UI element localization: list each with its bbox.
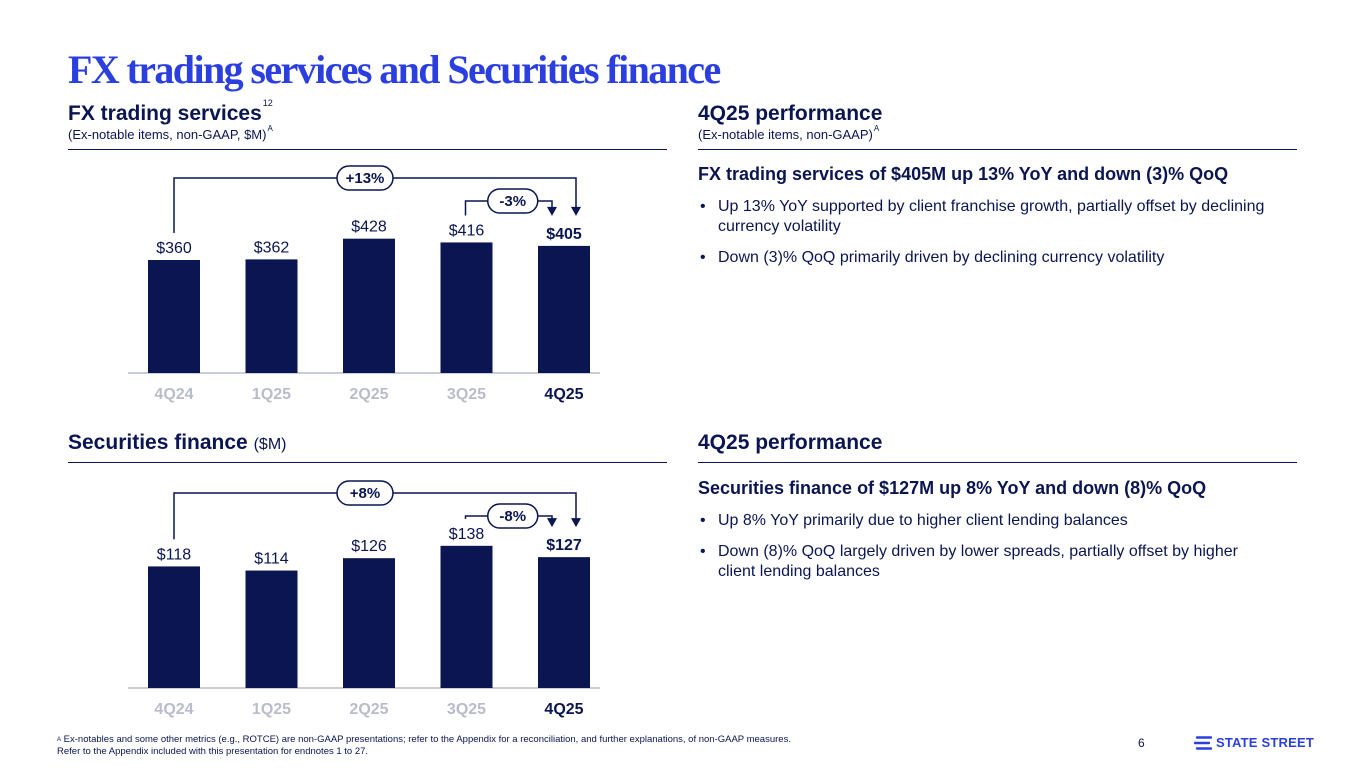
sec-tick-label: 2Q25 bbox=[349, 701, 388, 718]
fx-section-header: FX trading services12 (Ex-notable items,… bbox=[68, 98, 273, 142]
sec-perf-header: 4Q25 performance bbox=[698, 431, 882, 455]
fx-bar-4q24 bbox=[148, 260, 200, 373]
fx-tick-label: 4Q24 bbox=[154, 386, 193, 403]
fx-trading-chart-svg: $360 4Q24 $362 1Q25 $428 2Q25 $416 3Q25 $405 4Q25… bbox=[128, 165, 600, 403]
sec-tick-label: 4Q24 bbox=[154, 701, 193, 718]
fx-perf-rule bbox=[698, 149, 1297, 150]
sec-title-unit: ($M) bbox=[253, 436, 287, 453]
fx-section-rule bbox=[68, 149, 667, 150]
fx-section-subtitle: (Ex-notable items, non-GAAP, $M)A bbox=[68, 124, 273, 142]
fx-bar-4q25 bbox=[538, 245, 590, 373]
sec-perf-bullet: Down (8)% QoQ largely driven by lower sp… bbox=[698, 542, 1278, 582]
sec-tick-label: 1Q25 bbox=[252, 701, 291, 718]
fx-perf-subtitle-text: (Ex-notable items, non-GAAP) bbox=[698, 127, 873, 142]
sec-value-label: $126 bbox=[351, 538, 387, 555]
sec-perf-bullets: Up 8% YoY primarily due to higher client… bbox=[698, 511, 1278, 582]
sec-section-title: Securities finance ($M) bbox=[68, 431, 286, 455]
fx-bar-1q25 bbox=[245, 259, 298, 373]
sec-perf-headline: Securities finance of $127M up 8% YoY an… bbox=[698, 478, 1207, 498]
footnote-line-2: Refer to the Appendix included with this… bbox=[57, 746, 369, 757]
fx-perf-bullets: Up 13% YoY supported by client franchise… bbox=[698, 197, 1278, 268]
fx-subtitle-marker: A bbox=[267, 124, 273, 133]
brand-name: STATE STREET bbox=[1216, 735, 1314, 750]
fx-value-label: $416 bbox=[449, 222, 485, 239]
fx-value-label: $428 bbox=[351, 219, 387, 236]
securities-finance-chart-svg: $118 4Q24 $114 1Q25 $126 2Q25 $138 3Q25 $127 4Q25… bbox=[128, 480, 600, 718]
fx-bar-3q25 bbox=[440, 242, 493, 373]
fx-trading-chart: $360 4Q24 $362 1Q25 $428 2Q25 $416 3Q25 $405 4Q25… bbox=[68, 150, 668, 410]
securities-finance-chart: $118 4Q24 $114 1Q25 $126 2Q25 $138 3Q25 $127 4Q25… bbox=[68, 465, 668, 725]
sec-tick-label: 3Q25 bbox=[447, 701, 486, 718]
footnote-marker: A bbox=[57, 737, 62, 743]
state-street-logo-icon bbox=[1194, 735, 1212, 750]
sec-value-label: $114 bbox=[254, 551, 289, 568]
fx-tick-label: 1Q25 bbox=[252, 386, 291, 403]
sec-bar-2q25 bbox=[343, 558, 395, 688]
fx-change-pill-0 bbox=[336, 165, 394, 191]
fx-section-title: FX trading services12 bbox=[68, 98, 273, 126]
brand-logo: STATE STREET bbox=[1194, 735, 1314, 750]
page-title: FX trading services and Securities finan… bbox=[68, 47, 721, 92]
fx-perf-bullet: Down (3)% QoQ primarily driven by declin… bbox=[698, 248, 1278, 268]
page-number: 6 bbox=[1138, 736, 1145, 750]
fx-perf-subtitle: (Ex-notable items, non-GAAP)A bbox=[698, 124, 882, 142]
sec-section-header: Securities finance ($M) bbox=[68, 431, 286, 455]
fx-title-text: FX trading services bbox=[68, 102, 262, 125]
sec-performance-text: Securities finance of $127M up 8% YoY an… bbox=[698, 476, 1278, 593]
sec-bracket-arrow-0 bbox=[571, 518, 581, 528]
footnote: A Ex-notables and some other metrics (e.… bbox=[57, 734, 791, 758]
fx-value-label: $362 bbox=[254, 239, 290, 256]
sec-change-pill-1 bbox=[487, 503, 539, 529]
fx-change-label: +13% bbox=[346, 170, 385, 187]
sec-perf-title: 4Q25 performance bbox=[698, 431, 883, 454]
sec-perf-rule bbox=[698, 462, 1297, 463]
fx-tick-label: 2Q25 bbox=[349, 386, 388, 403]
sec-value-label: $138 bbox=[449, 526, 485, 543]
fx-perf-bullet: Up 13% YoY supported by client franchise… bbox=[698, 197, 1278, 237]
fx-perf-header: 4Q25 performance (Ex-notable items, non-… bbox=[698, 102, 882, 142]
sec-bar-4q25 bbox=[538, 557, 590, 688]
sec-section-rule bbox=[68, 462, 667, 463]
sec-change-label: -8% bbox=[499, 508, 526, 525]
sec-bracket-arrow-1 bbox=[547, 518, 557, 528]
fx-change-label: -3% bbox=[499, 193, 526, 210]
fx-perf-title: 4Q25 performance bbox=[698, 102, 883, 125]
fx-title-endnote: 12 bbox=[262, 98, 273, 108]
fx-bracket-arrow-1 bbox=[547, 206, 557, 216]
fx-tick-label: 3Q25 bbox=[447, 386, 486, 403]
footnote-line-1: A Ex-notables and some other metrics (e.… bbox=[57, 734, 791, 746]
sec-value-label: $118 bbox=[157, 546, 192, 563]
fx-perf-headline: FX trading services of $405M up 13% YoY … bbox=[698, 164, 1229, 184]
fx-subtitle-text: (Ex-notable items, non-GAAP, $M) bbox=[68, 127, 267, 142]
footnote-line-1-text: Ex-notables and some other metrics (e.g.… bbox=[61, 734, 791, 745]
sec-change-pill-0 bbox=[336, 480, 394, 506]
sec-perf-bullet: Up 8% YoY primarily due to higher client… bbox=[698, 511, 1278, 531]
fx-bar-2q25 bbox=[343, 238, 395, 373]
fx-change-pill-1 bbox=[487, 188, 539, 214]
sec-tick-label: 4Q25 bbox=[544, 701, 583, 718]
fx-performance-text: FX trading services of $405M up 13% YoY … bbox=[698, 162, 1278, 279]
sec-value-label: $127 bbox=[546, 537, 582, 554]
sec-title-text: Securities finance bbox=[68, 431, 248, 454]
fx-value-label: $360 bbox=[156, 240, 192, 257]
sec-bar-3q25 bbox=[440, 545, 493, 688]
sec-bar-1q25 bbox=[245, 570, 298, 688]
fx-value-label: $405 bbox=[546, 226, 582, 243]
fx-perf-subtitle-marker: A bbox=[873, 124, 880, 133]
sec-change-label: +8% bbox=[350, 485, 380, 502]
fx-tick-label: 4Q25 bbox=[544, 386, 583, 403]
sec-bar-4q24 bbox=[148, 566, 200, 688]
fx-bracket-arrow-0 bbox=[571, 206, 581, 216]
